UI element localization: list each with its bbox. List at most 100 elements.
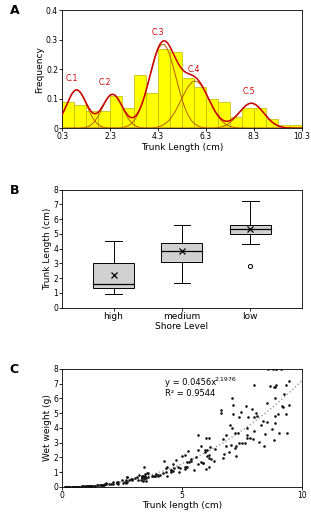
- Point: [142, 475, 146, 483]
- Point: [251, 381, 256, 390]
- Point: [168, 466, 173, 474]
- Point: [276, 428, 281, 437]
- Bar: [134, 75, 146, 128]
- Point: [141, 477, 146, 485]
- Point: [86, 482, 91, 490]
- Point: [126, 476, 131, 484]
- Point: [281, 390, 286, 398]
- Bar: [146, 93, 158, 128]
- Point: [66, 483, 71, 491]
- Point: [230, 410, 235, 419]
- Point: [213, 445, 218, 453]
- Point: [76, 482, 81, 491]
- Point: [207, 442, 212, 451]
- Point: [137, 471, 142, 479]
- Point: [145, 469, 150, 478]
- Point: [273, 365, 278, 373]
- Point: [120, 477, 125, 485]
- Point: [168, 468, 173, 476]
- Point: [102, 480, 107, 488]
- Point: [116, 478, 121, 486]
- Point: [132, 473, 137, 482]
- Point: [114, 479, 119, 487]
- Point: [237, 413, 242, 421]
- Point: [275, 410, 280, 419]
- Point: [72, 483, 77, 491]
- Point: [286, 377, 291, 385]
- Point: [141, 472, 146, 481]
- Point: [74, 482, 79, 491]
- Point: [158, 471, 163, 479]
- Point: [203, 448, 208, 456]
- Point: [76, 482, 81, 491]
- Bar: [242, 108, 254, 128]
- Point: [93, 481, 98, 490]
- Point: [207, 463, 211, 471]
- Point: [204, 452, 209, 461]
- Point: [171, 464, 176, 472]
- Point: [136, 476, 141, 484]
- Point: [230, 424, 234, 432]
- Bar: [74, 105, 86, 128]
- Point: [199, 458, 204, 467]
- Point: [140, 474, 145, 482]
- Point: [236, 428, 241, 437]
- Point: [264, 399, 269, 407]
- Point: [195, 446, 200, 454]
- Text: B: B: [10, 184, 19, 197]
- Point: [164, 464, 169, 472]
- Point: [96, 481, 101, 490]
- Point: [106, 480, 111, 488]
- Point: [272, 412, 277, 420]
- Point: [83, 482, 88, 491]
- Point: [239, 438, 244, 447]
- Point: [247, 434, 252, 442]
- Point: [184, 463, 189, 471]
- Point: [142, 463, 147, 471]
- Point: [87, 482, 92, 490]
- Point: [161, 456, 166, 465]
- Point: [72, 483, 77, 491]
- Bar: [254, 108, 266, 128]
- Point: [64, 483, 69, 491]
- Point: [280, 403, 285, 411]
- Point: [283, 410, 288, 419]
- Text: C.2: C.2: [99, 78, 111, 87]
- Point: [63, 483, 68, 491]
- Point: [171, 467, 176, 476]
- Bar: [62, 102, 74, 128]
- Point: [285, 429, 290, 438]
- Point: [203, 465, 208, 473]
- Point: [83, 482, 88, 491]
- Point: [139, 476, 144, 484]
- Point: [223, 431, 228, 439]
- Point: [100, 481, 104, 489]
- Point: [87, 482, 92, 490]
- Bar: [194, 87, 206, 128]
- Point: [233, 444, 238, 452]
- Point: [135, 473, 140, 481]
- Point: [86, 482, 91, 491]
- Point: [209, 455, 214, 463]
- Point: [254, 409, 259, 418]
- Point: [125, 472, 130, 481]
- Point: [183, 465, 188, 473]
- Point: [182, 451, 187, 459]
- Point: [187, 458, 192, 466]
- Point: [256, 438, 261, 447]
- Point: [188, 455, 193, 463]
- Point: [71, 483, 76, 491]
- Point: [129, 475, 134, 483]
- Point: [154, 470, 159, 479]
- Point: [238, 408, 243, 416]
- Point: [71, 483, 76, 491]
- Point: [123, 478, 128, 486]
- Point: [258, 421, 263, 429]
- Point: [140, 472, 145, 481]
- Point: [243, 439, 248, 448]
- Point: [124, 476, 129, 484]
- Point: [250, 435, 255, 443]
- Point: [116, 480, 121, 488]
- Point: [155, 470, 160, 479]
- Point: [124, 478, 129, 486]
